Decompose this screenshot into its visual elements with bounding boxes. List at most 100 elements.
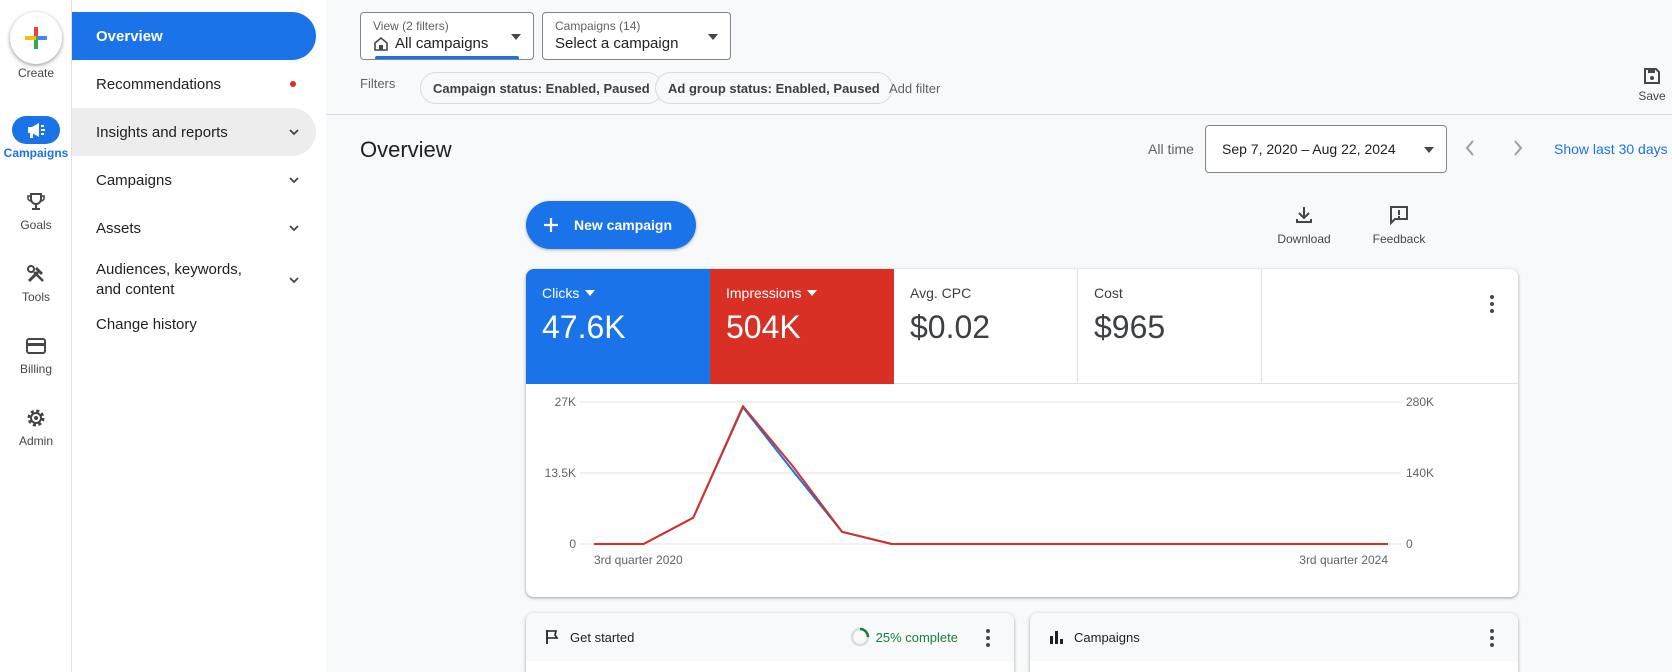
date-range-picker[interactable]: Sep 7, 2020 – Aug 22, 2024 [1205,125,1447,173]
metric-name: Impressions [726,285,802,301]
chevron-down-icon [289,177,299,184]
metric-value: $0.02 [910,309,991,345]
more-options-button[interactable] [1490,295,1494,318]
side-navigation: Overview Recommendations Insights and re… [72,0,326,672]
sidebar-item-campaigns[interactable]: Campaigns [72,156,316,204]
download-icon [1296,207,1312,223]
dropdown-caret-icon [585,290,596,296]
progress-label: 25% complete [875,629,958,645]
sidebar-item-label: Insights and reports [96,123,228,141]
bar-chart-icon [1050,631,1063,644]
series-line-clicks [594,406,1388,545]
create-button[interactable]: Create [0,12,72,80]
view-picker-label: View (2 filters) [373,19,449,33]
metric-tile-avg-cpc[interactable]: Avg. CPC $0.02 [894,269,1078,384]
feedback-button[interactable]: Feedback [1359,205,1439,246]
sidebar-item-label: Overview [96,27,163,45]
campaigns-label: Campaigns [3,146,69,160]
rail-billing[interactable]: Billing [0,332,72,376]
feedback-icon [1390,206,1408,226]
metric-name: Clicks [542,285,580,301]
get-started-card: Get started 25% complete [526,613,1014,672]
dropdown-caret-icon [708,34,718,40]
save-button[interactable]: Save [1632,66,1672,103]
sidebar-item-label: Assets [96,219,142,237]
dropdown-caret-icon [511,34,521,40]
metric-tile-impressions[interactable]: Impressions 504K [710,269,894,384]
megaphone-icon [12,116,60,144]
view-picker-value: All campaigns [395,35,489,52]
x-axis-tick-label: 3rd quarter 2024 [1299,553,1388,567]
flag-icon [546,630,559,644]
sidebar-item-insights[interactable]: Insights and reports [72,108,316,156]
chevron-right-icon [1514,140,1523,156]
tools-label: Tools [21,290,50,304]
top-bar: View (2 filters) All campaigns Campaigns… [326,0,1672,115]
store-icon [374,36,388,51]
next-period-button[interactable] [1508,138,1528,158]
get-started-more-button[interactable] [986,629,990,650]
x-axis-tick-label: 3rd quarter 2020 [594,553,683,567]
rail-admin[interactable]: Admin [0,404,72,448]
filter-chip-ad-group-status[interactable]: Ad group status: Enabled, Paused [655,72,893,104]
sidebar-item-label: Recommendations [96,75,222,93]
campaign-picker[interactable]: Campaigns (14) Select a campaign [542,12,731,60]
more-vert-icon [1490,629,1494,647]
right-axis-tick-label: 280K [1406,395,1434,409]
series-line-impressions [594,405,1388,545]
save-label: Save [1638,89,1666,103]
rail-goals[interactable]: Goals [0,188,72,232]
billing-label: Billing [19,362,52,376]
create-plus-icon [10,12,62,64]
credit-card-icon [12,332,60,360]
chevron-down-icon [289,277,299,284]
save-icon [1644,68,1660,84]
sidebar-item-label: Audiences, keywords, and content [96,261,242,298]
sidebar-item-change-history[interactable]: Change history [72,308,316,340]
metric-name: Avg. CPC [910,285,972,301]
add-filter-button[interactable]: Add filter [889,81,941,96]
sidebar-item-assets[interactable]: Assets [72,204,316,252]
feedback-label: Feedback [1372,232,1426,246]
metric-tile-clicks[interactable]: Clicks 47.6K [526,269,710,384]
dropdown-caret-icon [1424,147,1434,153]
main-content: View (2 filters) All campaigns Campaigns… [326,0,1672,672]
left-rail: Create Campaigns Goals Tools Billing Adm… [0,0,72,672]
rail-tools[interactable]: Tools [0,260,72,304]
metric-tile-cost[interactable]: Cost $965 [1078,269,1262,384]
chevron-down-icon [289,129,299,136]
left-axis-tick-label: 13.5K [545,466,576,480]
chevron-left-icon [1465,140,1474,156]
all-time-label: All time [1148,141,1194,157]
rail-campaigns[interactable]: Campaigns [0,116,72,160]
goals-label: Goals [20,218,52,232]
sidebar-item-recommendations[interactable]: Recommendations [72,60,316,108]
get-started-title: Get started [570,629,635,645]
filters-label: Filters [360,76,396,91]
tools-icon [12,260,60,288]
trophy-icon [12,188,60,216]
performance-card: Clicks 47.6K Impressions 504K Avg. CPC $… [526,269,1518,597]
right-axis-tick-label: 140K [1406,466,1434,480]
download-label: Download [1277,232,1331,246]
metric-value: 47.6K [542,309,626,345]
campaigns-card-title: Campaigns [1074,629,1140,645]
sidebar-item-overview[interactable]: Overview [72,12,316,60]
sidebar-item-label: Change history [96,315,197,333]
campaign-picker-label: Campaigns (14) [555,19,641,33]
performance-line-chart: 27K 280K 13.5K 140K 0 0 3rd quarter 2020 3rd qu… [545,395,1434,567]
filter-chip-campaign-status[interactable]: Campaign status: Enabled, Paused [420,72,663,104]
new-campaign-button[interactable]: New campaign [526,201,696,249]
campaigns-more-button[interactable] [1490,629,1494,650]
metric-value: 504K [726,309,801,345]
page-title: Overview [360,137,452,162]
download-button[interactable]: Download [1264,205,1344,246]
progress-ring-icon [850,627,869,647]
metric-value: $965 [1094,309,1166,345]
progress-indicator: 25% complete [850,627,958,647]
sidebar-item-audiences[interactable]: Audiences, keywords, and content [72,252,316,308]
left-axis-tick-label: 0 [569,537,576,551]
show-last-30-days-link[interactable]: Show last 30 days [1554,141,1668,157]
view-picker[interactable]: View (2 filters) All campaigns [360,12,534,60]
previous-period-button[interactable] [1460,138,1480,158]
